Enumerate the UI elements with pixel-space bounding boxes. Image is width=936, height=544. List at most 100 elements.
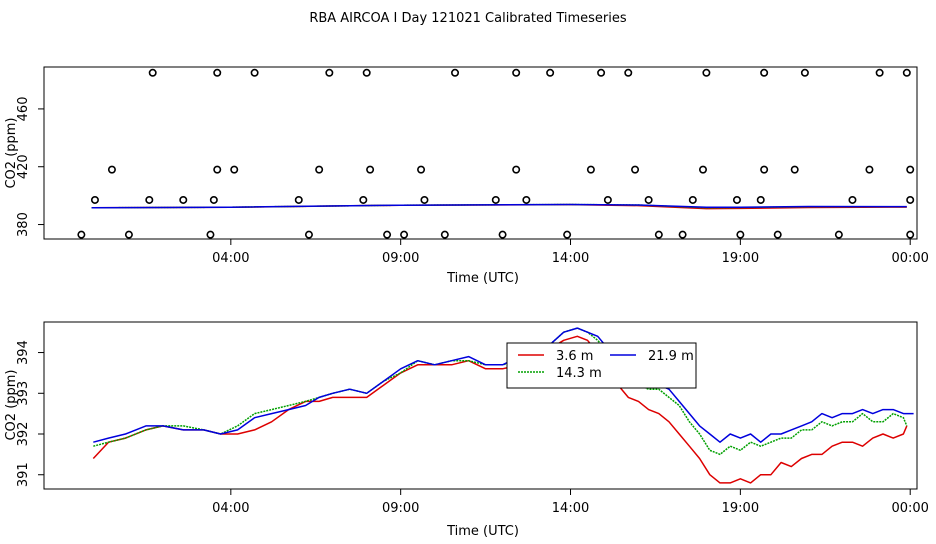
top-data-point — [773, 230, 782, 239]
figure-title: RBA AIRCOA I Day 121021 Calibrated Times… — [309, 11, 627, 26]
top-series-line-21-9-m — [91, 203, 907, 209]
top-data-point — [250, 68, 259, 77]
top-x-tick-label: 09:00 — [382, 251, 419, 266]
top-data-point — [451, 68, 460, 77]
top-data-point — [756, 195, 765, 204]
top-data-point — [179, 195, 188, 204]
top-data-point — [875, 68, 884, 77]
top-data-point — [688, 195, 697, 204]
top-data-point — [145, 195, 154, 204]
top-y-axis: 380 420 460 — [16, 97, 44, 237]
top-data-point — [760, 68, 769, 77]
top-data-point — [563, 230, 572, 239]
top-data-point — [736, 230, 745, 239]
bottom-series-line-3-6-m — [92, 335, 908, 484]
top-data-point — [213, 165, 222, 174]
top-data-point — [760, 165, 769, 174]
top-panel: 04:00 09:00 14:00 19:00 00:00 380 420 460 Time… — [4, 66, 929, 286]
top-data-point — [420, 195, 429, 204]
top-data-point — [383, 230, 392, 239]
top-data-point — [522, 195, 531, 204]
top-x-tick-label: 14:00 — [552, 251, 589, 266]
bottom-y-tick-label: 391 — [16, 462, 31, 487]
top-data-point — [77, 230, 86, 239]
top-data-point — [678, 230, 687, 239]
top-data-point — [90, 195, 99, 204]
top-data-point — [315, 165, 324, 174]
top-data-point — [906, 230, 915, 239]
top-data-point — [698, 165, 707, 174]
top-data-point — [624, 68, 633, 77]
bottom-y-tick-label: 393 — [16, 381, 31, 406]
bottom-y-tick-label: 394 — [16, 340, 31, 365]
legend: 3.6 m 14.3 m 21.9 m — [506, 342, 697, 389]
top-points-group — [77, 68, 915, 239]
top-data-point — [603, 195, 612, 204]
bottom-x-tick-label: 19:00 — [722, 501, 759, 516]
top-data-point — [732, 195, 741, 204]
top-data-point — [359, 195, 368, 204]
bottom-series-line-14-3-m — [93, 327, 908, 456]
top-data-point — [800, 68, 809, 77]
bottom-x-tick-label: 09:00 — [382, 501, 419, 516]
top-x-tick-label: 19:00 — [722, 251, 759, 266]
top-y-axis-label: CO2 (ppm) — [4, 117, 19, 188]
top-data-point — [417, 165, 426, 174]
top-y-tick-label: 420 — [16, 154, 31, 179]
top-data-point — [366, 165, 375, 174]
bottom-x-tick-label: 14:00 — [552, 501, 589, 516]
top-data-point — [512, 165, 521, 174]
top-data-point — [124, 230, 133, 239]
top-data-point — [325, 68, 334, 77]
top-data-point — [362, 68, 371, 77]
top-data-point — [440, 230, 449, 239]
top-data-point — [834, 230, 843, 239]
top-x-tick-label: 00:00 — [891, 251, 928, 266]
top-data-point — [206, 230, 215, 239]
top-data-point — [294, 195, 303, 204]
top-data-point — [213, 68, 222, 77]
top-data-point — [586, 165, 595, 174]
top-data-point — [230, 165, 239, 174]
top-plot-frame — [43, 66, 918, 240]
bottom-series-group — [92, 327, 914, 484]
bottom-panel: 04:00 09:00 14:00 19:00 00:00 391 392 393 394 T… — [4, 321, 929, 539]
bottom-x-axis-label: Time (UTC) — [446, 524, 519, 539]
top-y-tick-label: 460 — [16, 97, 31, 122]
top-data-point — [597, 68, 606, 77]
top-x-tick-label: 04:00 — [212, 251, 249, 266]
top-data-point — [902, 68, 911, 77]
top-data-point — [644, 195, 653, 204]
top-data-point — [790, 165, 799, 174]
top-data-point — [865, 165, 874, 174]
top-data-point — [400, 230, 409, 239]
top-data-point — [491, 195, 500, 204]
top-data-point — [906, 165, 915, 174]
top-x-axis-label: Time (UTC) — [446, 271, 519, 286]
top-series-group — [91, 203, 907, 210]
top-data-point — [546, 68, 555, 77]
top-data-point — [148, 68, 157, 77]
top-data-point — [631, 165, 640, 174]
legend-label-3-6m: 3.6 m — [556, 349, 593, 364]
top-data-point — [107, 165, 116, 174]
bottom-series-line-21-9-m — [93, 327, 914, 443]
legend-box — [506, 342, 697, 389]
bottom-x-tick-label: 04:00 — [212, 501, 249, 516]
bottom-y-axis: 391 392 393 394 — [16, 340, 44, 487]
top-data-point — [906, 195, 915, 204]
top-data-point — [498, 230, 507, 239]
top-data-point — [304, 230, 313, 239]
top-data-point — [209, 195, 218, 204]
top-data-point — [702, 68, 711, 77]
bottom-plot-frame — [43, 321, 918, 490]
top-x-axis: 04:00 09:00 14:00 19:00 00:00 — [212, 239, 929, 266]
bottom-x-tick-label: 00:00 — [891, 501, 928, 516]
bottom-x-axis: 04:00 09:00 14:00 19:00 00:00 — [212, 489, 929, 516]
top-y-tick-label: 380 — [16, 212, 31, 237]
legend-label-14-3m: 14.3 m — [556, 366, 602, 381]
bottom-y-tick-label: 392 — [16, 422, 31, 447]
top-data-point — [848, 195, 857, 204]
